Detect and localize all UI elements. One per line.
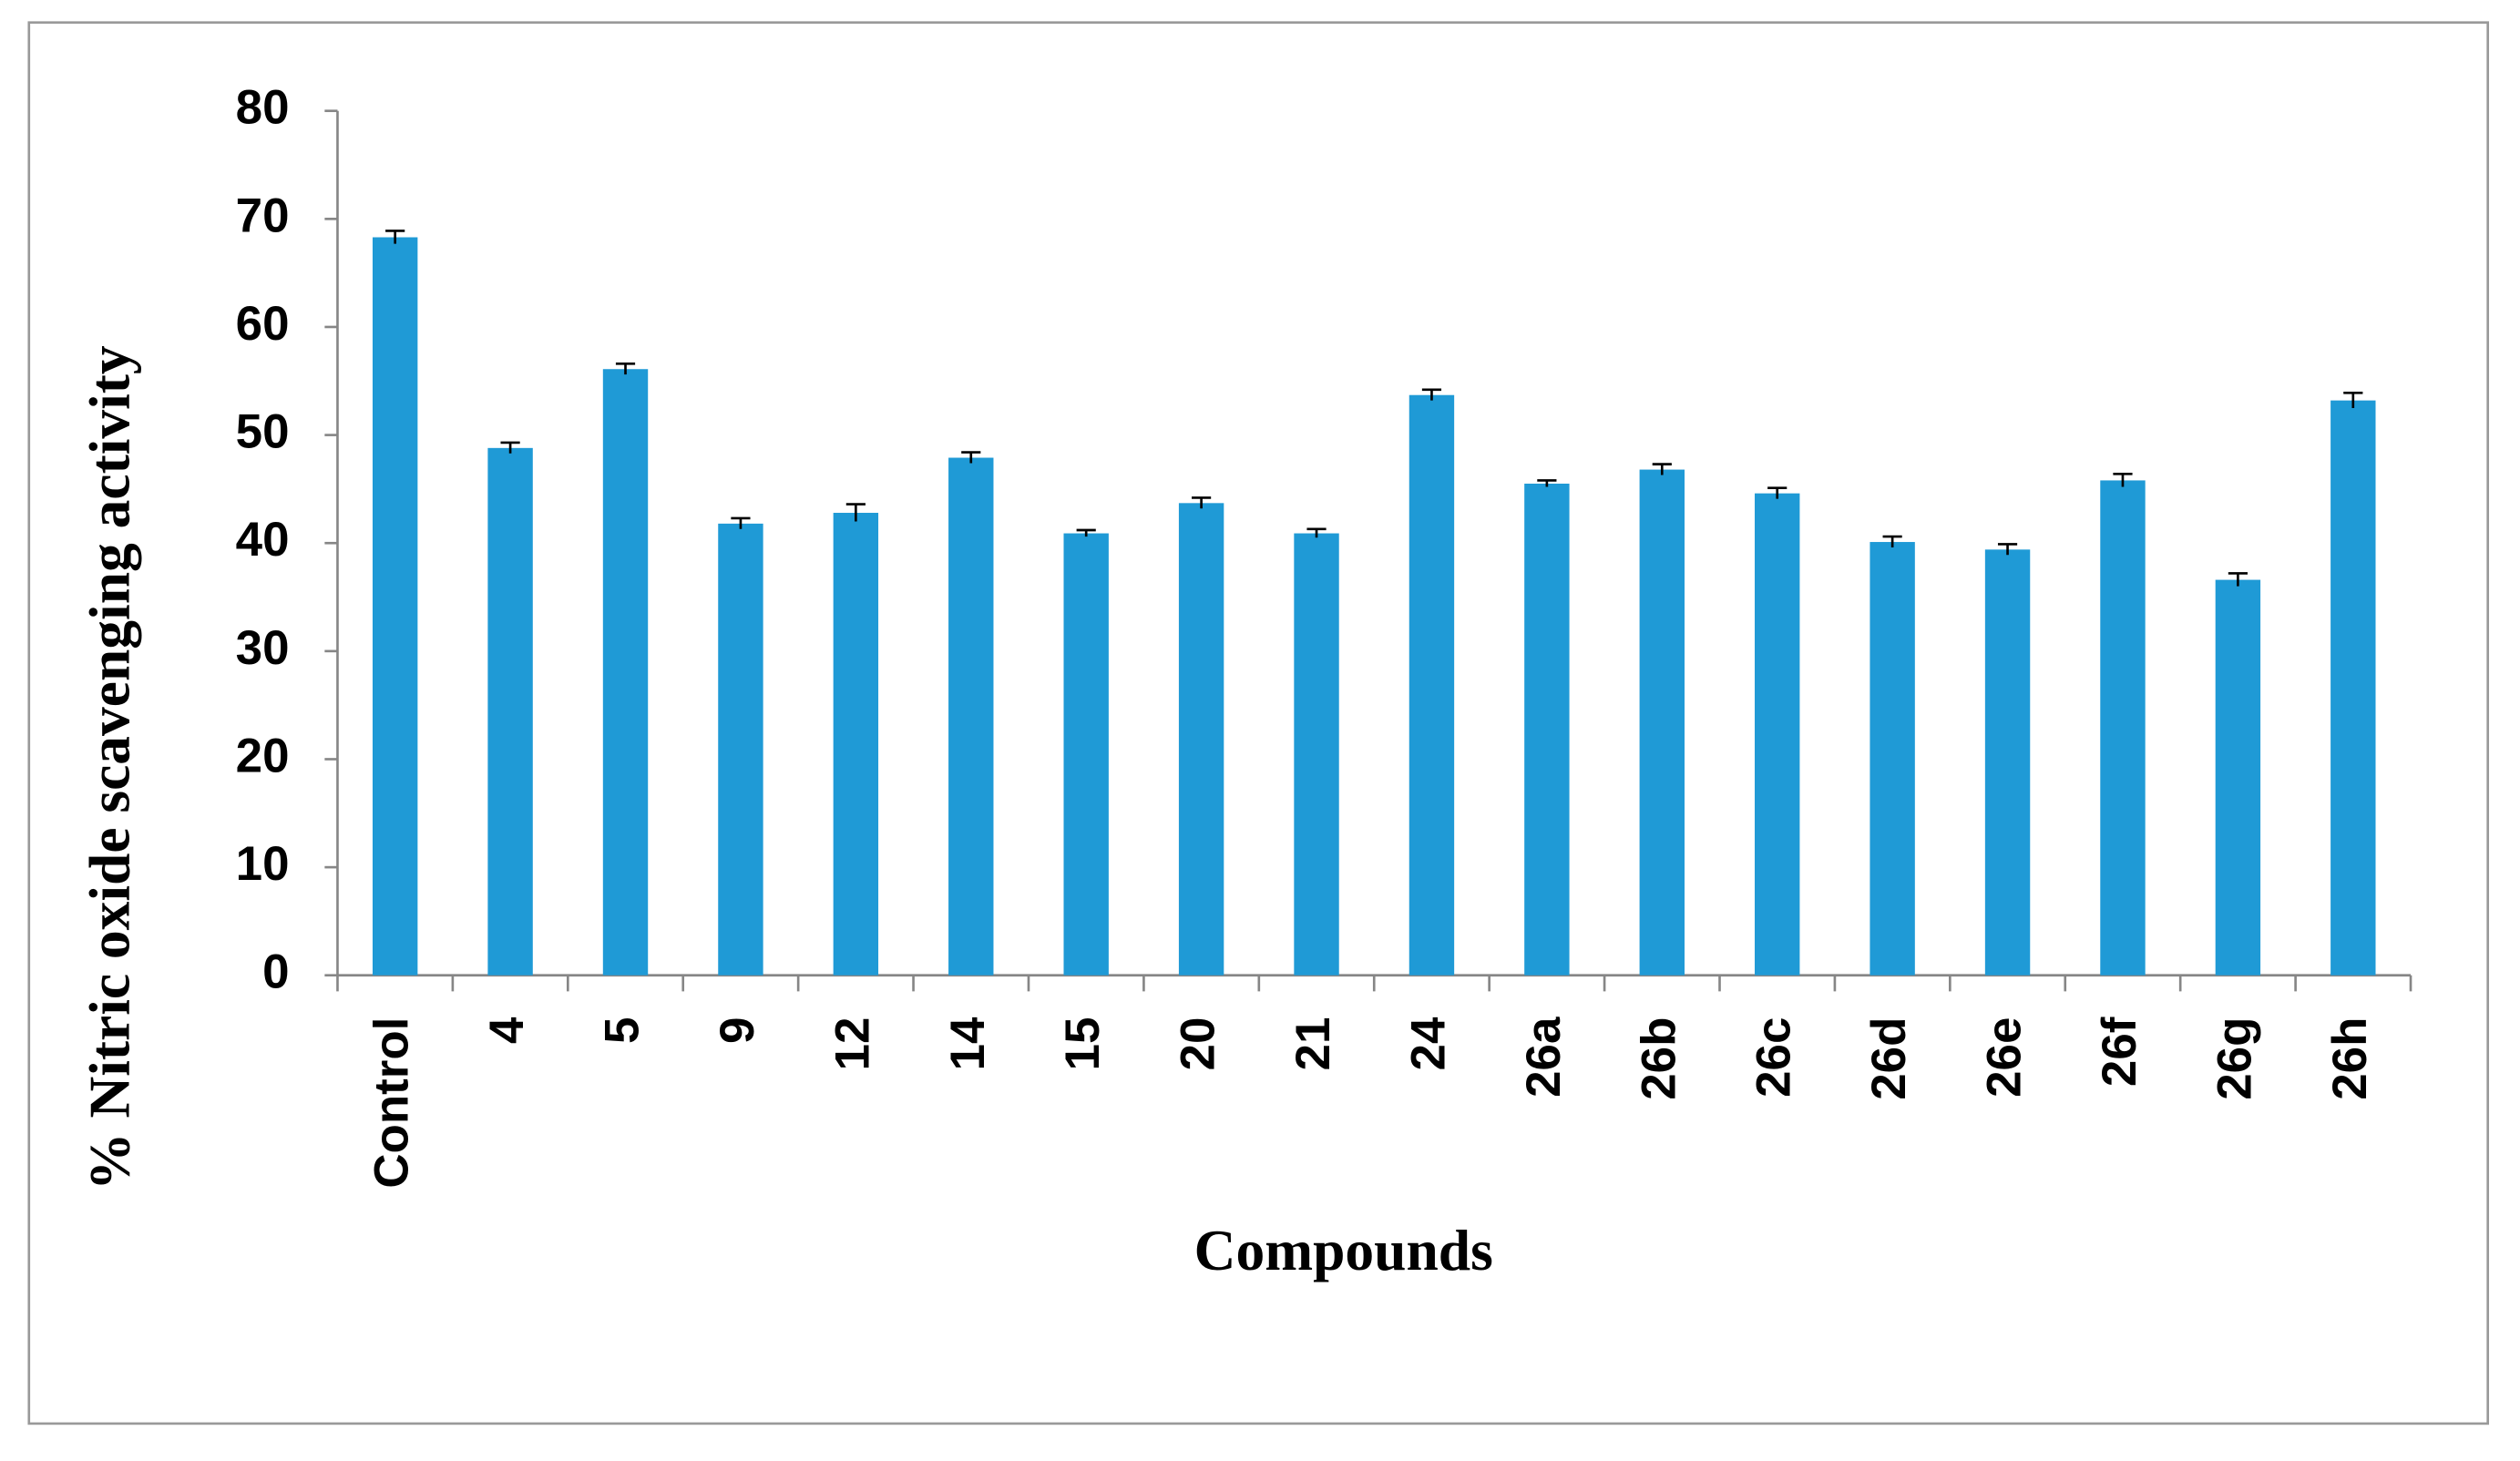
y-tick-label: 30 — [236, 621, 290, 675]
error-bar — [2343, 392, 2363, 408]
x-tick-label: 12 — [825, 1017, 879, 1071]
error-bar — [1192, 496, 1212, 509]
y-tick-label: 20 — [236, 729, 290, 782]
error-bar — [845, 503, 866, 522]
x-tick-label: 14 — [941, 1017, 995, 1070]
error-bar — [1421, 388, 1442, 401]
bar — [2330, 400, 2376, 976]
bar — [372, 237, 418, 976]
bar — [602, 369, 649, 976]
y-tick-label: 50 — [236, 405, 290, 459]
error-bar — [1767, 486, 1788, 499]
bar — [948, 457, 994, 976]
y-tick-label: 70 — [236, 189, 290, 242]
x-tick-label: 26c — [1747, 1017, 1801, 1098]
x-tick-label: 26g — [2208, 1017, 2261, 1100]
error-bar — [2228, 572, 2248, 587]
y-tick-label: 10 — [236, 837, 290, 891]
bar — [487, 447, 533, 976]
x-tick-label: 26b — [1632, 1017, 1685, 1100]
x-tick-label: 26a — [1517, 1017, 1571, 1098]
bar — [1984, 549, 2031, 976]
bar — [1178, 503, 1224, 976]
bar — [1409, 394, 1455, 976]
error-bar — [1306, 527, 1327, 538]
x-tick-label: 24 — [1401, 1017, 1455, 1070]
chart-border — [27, 21, 2490, 1425]
x-tick-label: 26d — [1862, 1017, 1916, 1100]
bar — [833, 513, 879, 976]
x-tick-label: 15 — [1056, 1017, 1110, 1071]
y-tick-label: 80 — [236, 81, 290, 135]
x-tick-label: 26e — [1978, 1017, 2032, 1098]
bar — [1755, 493, 1800, 976]
error-bar — [731, 516, 751, 529]
y-tick-label: 0 — [262, 945, 289, 999]
error-bar — [2113, 472, 2133, 487]
y-axis-title: % Nitric oxide scavenging activity — [77, 345, 142, 1190]
x-axis-title: Compounds — [1194, 1218, 1493, 1282]
bar — [1870, 542, 1915, 976]
error-bar — [1997, 543, 2018, 556]
error-bar — [615, 362, 636, 375]
y-tick-label: 40 — [236, 513, 290, 567]
bar — [1294, 533, 1339, 976]
error-bar — [500, 441, 520, 454]
error-bar — [385, 230, 405, 244]
error-bar — [1076, 528, 1096, 537]
bar — [2100, 480, 2146, 976]
bar — [1524, 483, 1570, 976]
error-bar — [1537, 479, 1557, 487]
bar — [718, 523, 763, 976]
error-bar — [961, 451, 981, 464]
x-tick-label: 20 — [1172, 1017, 1225, 1071]
x-tick-label: 26h — [2323, 1017, 2377, 1100]
error-bar — [1882, 535, 1902, 547]
x-tick-label: 4 — [480, 1017, 534, 1044]
error-bar — [1652, 463, 1672, 475]
x-tick-label: 9 — [711, 1017, 764, 1044]
x-tick-label: Control — [365, 1017, 419, 1189]
bar — [2215, 579, 2261, 976]
bar — [1063, 533, 1109, 976]
y-tick-label: 60 — [236, 297, 290, 351]
bar — [1639, 469, 1685, 976]
x-tick-label: 5 — [596, 1017, 650, 1044]
x-tick-label: 21 — [1286, 1017, 1340, 1071]
x-tick-label: 26f — [2093, 1017, 2146, 1087]
